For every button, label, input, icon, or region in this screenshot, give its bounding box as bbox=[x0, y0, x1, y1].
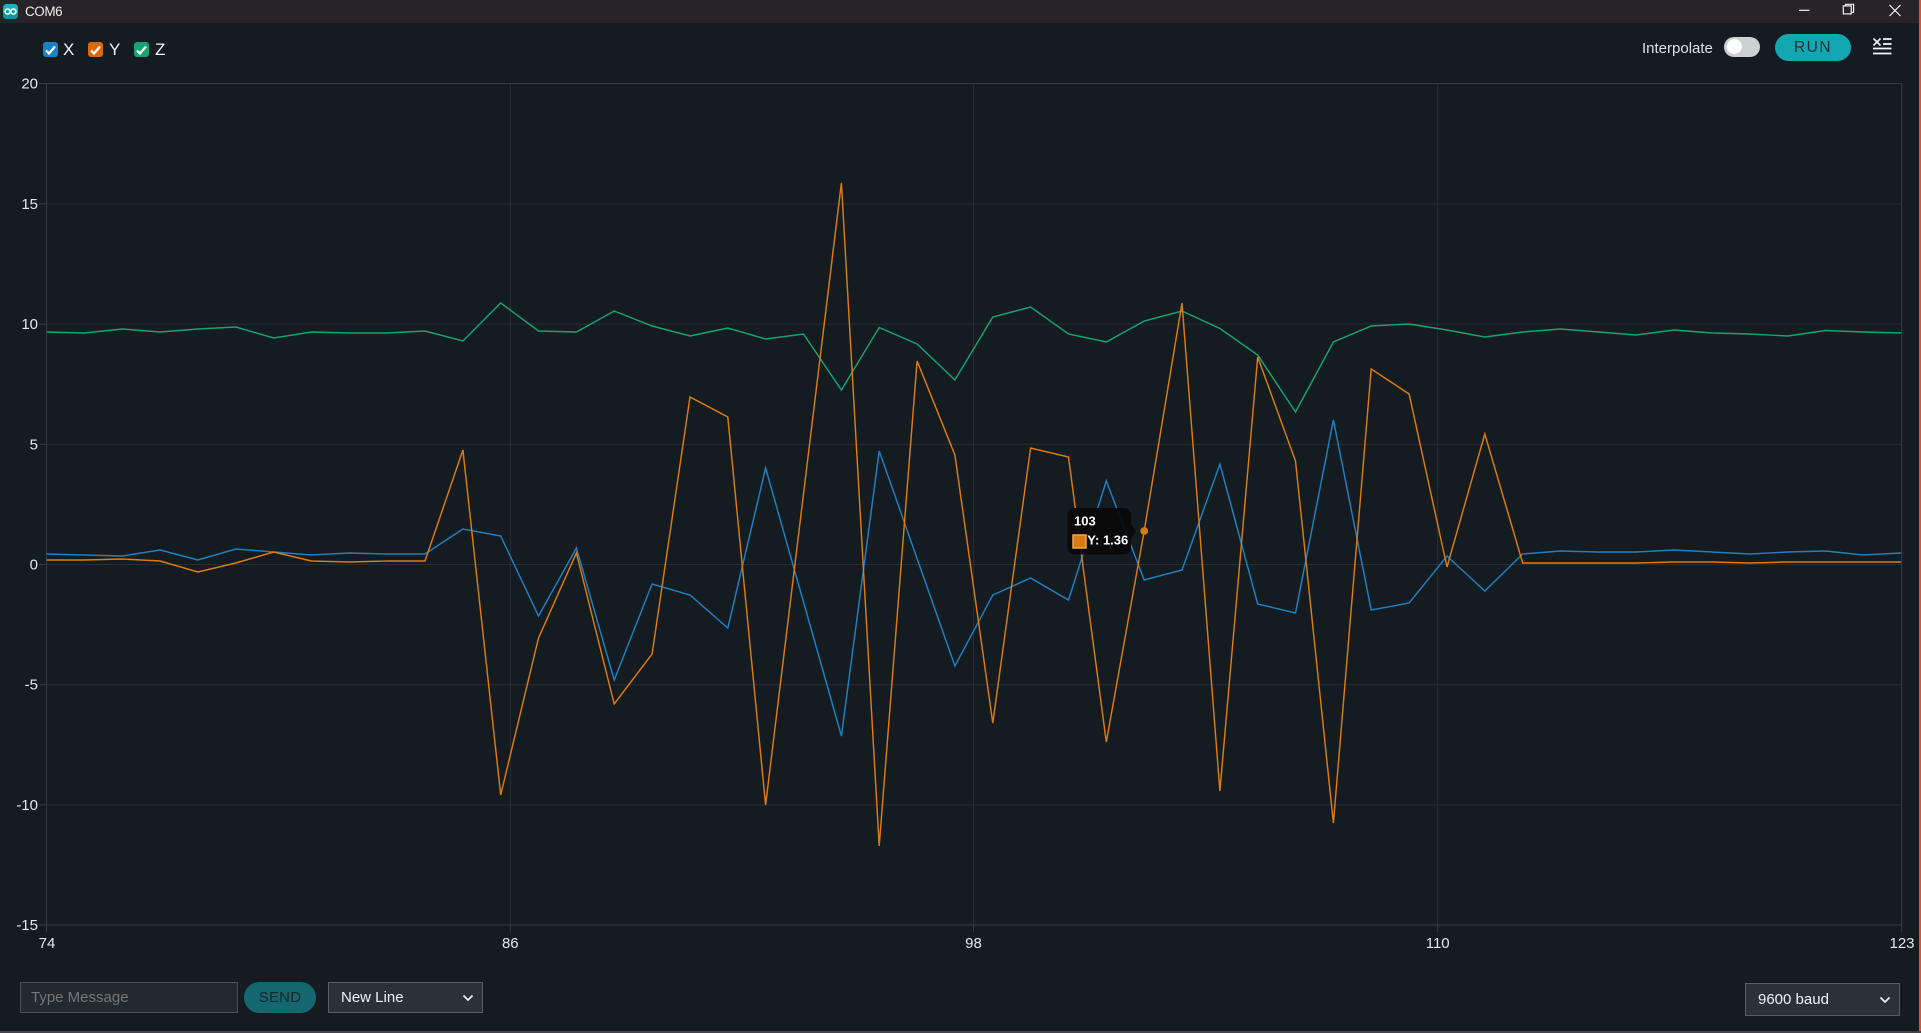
svg-text:Y: 1.36: Y: 1.36 bbox=[1087, 533, 1128, 548]
svg-text:10: 10 bbox=[21, 316, 38, 333]
svg-text:15: 15 bbox=[21, 196, 38, 213]
svg-text:110: 110 bbox=[1426, 935, 1450, 952]
svg-text:0: 0 bbox=[30, 557, 38, 574]
svg-text:-10: -10 bbox=[16, 797, 38, 814]
svg-text:-15: -15 bbox=[16, 917, 38, 934]
svg-text:-5: -5 bbox=[25, 677, 38, 694]
svg-text:98: 98 bbox=[965, 935, 982, 952]
svg-text:5: 5 bbox=[30, 436, 38, 453]
svg-text:123: 123 bbox=[1889, 935, 1914, 952]
svg-text:86: 86 bbox=[502, 935, 519, 952]
svg-text:74: 74 bbox=[39, 935, 56, 952]
svg-text:103: 103 bbox=[1074, 514, 1096, 529]
svg-text:20: 20 bbox=[21, 76, 38, 93]
